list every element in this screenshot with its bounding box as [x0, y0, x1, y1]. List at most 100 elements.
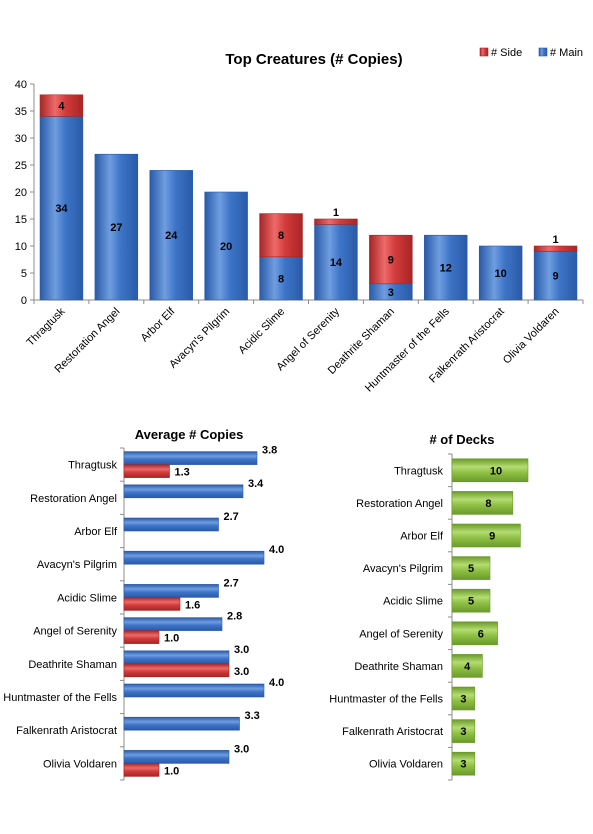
- main-bar-avacyn-s-pilgrim: [204, 191, 248, 301]
- main-bar-angel-of-serenity: [123, 617, 223, 631]
- category-label: Thragtusk: [24, 305, 67, 348]
- main-data-label: 12: [440, 263, 452, 275]
- average-copies-chart: Average # Copies 3.8 1.3 3.4 2.7 4.0 2.7 1.6 2.…: [3, 427, 284, 781]
- main-bar-thragtusk: [123, 451, 258, 465]
- category-label: Restoration Angel: [30, 493, 117, 505]
- top-chart-legend: # Side # Main: [479, 47, 583, 59]
- y-tick-label: 25: [15, 160, 27, 172]
- y-tick-label: 40: [15, 79, 27, 91]
- top-chart-y-ticks: 0 5 10 15 20 25 30 35 40: [15, 79, 34, 307]
- side-data-label: 1: [552, 234, 558, 246]
- average-chart-tick-marks: [120, 447, 124, 781]
- main-data-label: 4.0: [269, 677, 284, 689]
- decks-bar-olivia-voldaren: [451, 751, 476, 776]
- decks-chart-tick-marks: [448, 453, 452, 781]
- side-bar-thragtusk: [39, 94, 84, 117]
- category-label: Acidic Slime: [383, 596, 443, 608]
- decks-bar-restoration-angel: [451, 491, 514, 515]
- category-label: Thragtusk: [68, 460, 117, 472]
- main-data-label: 4.0: [269, 544, 284, 556]
- decks-chart-bars: [451, 458, 529, 776]
- decks-data-label: 3: [460, 726, 466, 738]
- side-data-label: 1.0: [164, 633, 179, 645]
- decks-data-label: 8: [485, 498, 491, 510]
- category-label: Avacyn's Pilgrim: [363, 563, 443, 575]
- side-bar-acidic-slime: [123, 597, 181, 611]
- main-data-label: 8: [278, 273, 284, 285]
- side-data-label: 3.0: [234, 666, 249, 678]
- category-label: Falkenrath Aristocrat: [16, 725, 117, 737]
- main-bar-acidic-slime: [123, 584, 219, 598]
- decks-bar-deathrite-shaman: [451, 654, 483, 678]
- decks-bar-huntmaster-of-the-fells: [451, 686, 476, 711]
- main-data-label: 34: [55, 203, 68, 215]
- main-data-label: 10: [495, 268, 507, 280]
- category-label: Huntmaster of the Fells: [3, 692, 117, 704]
- side-bar-angel-of-serenity: [123, 630, 160, 644]
- average-chart-title: Average # Copies: [135, 427, 244, 442]
- decks-data-label: 9: [489, 531, 495, 543]
- main-data-label: 27: [110, 222, 122, 234]
- side-data-label: 1: [333, 207, 339, 219]
- category-label: Huntmaster of the Fells: [329, 694, 443, 706]
- decks-chart-category-labels: Thragtusk Restoration Angel Arbor Elf Avacy…: [329, 465, 444, 770]
- legend-label: # Side: [491, 47, 522, 59]
- main-data-label: 20: [220, 241, 232, 253]
- y-tick-label: 10: [15, 241, 27, 253]
- main-data-label: 3: [388, 287, 394, 299]
- main-bar-restoration-angel: [123, 484, 244, 499]
- decks-chart-data-labels: 10 8 9 5 5 6 4 3 3 3: [460, 465, 502, 770]
- decks-bar-acidic-slime: [451, 588, 491, 613]
- legend-swatch: [538, 47, 548, 57]
- main-bar-thragtusk: [39, 116, 84, 301]
- main-bar-deathrite-shaman: [123, 650, 230, 665]
- category-label: Deathrite Shaman: [28, 659, 117, 671]
- side-bar-angel-of-serenity: [314, 218, 358, 225]
- decks-bar-angel-of-serenity: [451, 621, 498, 646]
- decks-chart-title: # of Decks: [429, 432, 494, 447]
- category-label: Arbor Elf: [139, 305, 178, 344]
- side-data-label: 4: [58, 101, 65, 113]
- main-data-label: 24: [165, 230, 178, 242]
- side-bar-olivia-voldaren: [533, 245, 578, 252]
- decks-data-label: 6: [478, 628, 484, 640]
- main-data-label: 2.7: [224, 577, 239, 589]
- category-label: Olivia Voldaren: [43, 758, 117, 770]
- category-label: Angel of Serenity: [33, 626, 117, 638]
- side-data-label: 1.6: [185, 599, 200, 611]
- top-chart-data-labels: 34 4 27 24 20 8 8 14 1 3 9 12 10 9 1: [55, 101, 558, 299]
- legend-swatch: [479, 47, 489, 57]
- top-creatures-chart: Top Creatures (# Copies) # Side # Main 0 5…: [15, 47, 584, 395]
- average-chart-category-labels: Thragtusk Restoration Angel Arbor Elf Avacy…: [3, 460, 118, 771]
- main-data-label: 9: [552, 271, 558, 283]
- decks-data-label: 4: [464, 661, 471, 673]
- category-label: Olivia Voldaren: [369, 759, 443, 771]
- y-tick-label: 5: [21, 268, 27, 280]
- side-data-label: 1.3: [175, 467, 190, 479]
- category-label: Olivia Voldaren: [501, 306, 562, 367]
- decks-data-label: 5: [468, 563, 474, 575]
- top-chart-title: Top Creatures (# Copies): [225, 51, 402, 68]
- main-data-label: 3.0: [234, 644, 249, 656]
- average-chart-bars: [123, 451, 265, 777]
- main-bar-falkenrath-aristocrat: [478, 245, 523, 301]
- main-bar-restoration-angel: [94, 153, 139, 301]
- main-data-label: 3.4: [248, 478, 264, 490]
- category-label: Acidic Slime: [236, 306, 287, 357]
- y-tick-label: 30: [15, 133, 27, 145]
- side-data-label: 1.0: [164, 765, 179, 777]
- category-label: Avacyn's Pilgrim: [37, 559, 117, 571]
- side-data-label: 8: [278, 230, 284, 242]
- category-label: Falkenrath Aristocrat: [342, 726, 443, 738]
- category-label: Deathrite Shaman: [354, 661, 443, 673]
- main-data-label: 3.8: [262, 445, 277, 457]
- side-bar-deathrite-shaman: [123, 663, 230, 678]
- side-bar-thragtusk: [123, 464, 170, 478]
- category-label: Avacyn's Pilgrim: [167, 306, 232, 371]
- main-data-label: 2.8: [227, 611, 242, 623]
- decks-bar-avacyn-s-pilgrim: [451, 556, 491, 580]
- top-chart-bars: [39, 94, 578, 301]
- main-bar-olivia-voldaren: [123, 750, 230, 764]
